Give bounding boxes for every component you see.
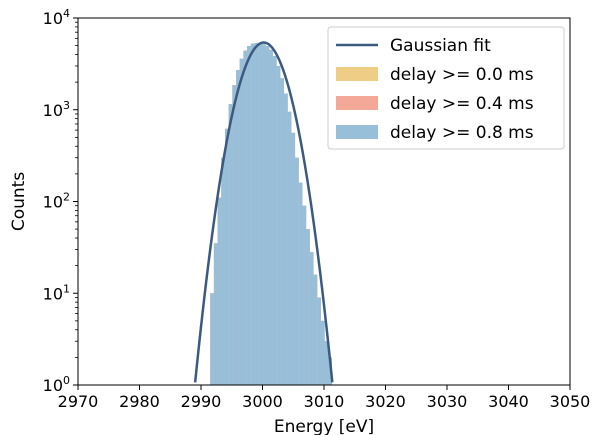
legend-label-delay-0-8: delay >= 0.8 ms <box>390 123 534 143</box>
histogram-bar <box>261 44 266 386</box>
histogram-bar <box>287 111 292 385</box>
histogram-bar <box>217 197 222 385</box>
gaussian-fit-line <box>193 41 334 383</box>
x-axis-label: Energy [eV] <box>274 417 374 435</box>
histogram-bar <box>269 49 273 385</box>
x-axis-ticks: 2970 2980 2990 3000 3010 3020 3030 3040 3050 <box>58 385 591 411</box>
x-tick-label: 3020 <box>365 392 406 411</box>
histogram-bar <box>250 43 255 386</box>
legend-swatch-delay-0-4 <box>336 96 378 110</box>
histogram-bar <box>232 85 237 386</box>
legend-swatch-delay-0-0 <box>336 67 378 81</box>
histogram-bar <box>276 65 281 385</box>
y-tick-label: 104 <box>43 7 70 28</box>
x-tick-label: 3050 <box>550 392 591 411</box>
x-tick-label: 3000 <box>242 392 283 411</box>
legend-swatch-delay-0-8 <box>336 125 378 139</box>
series-2-bars <box>210 42 332 386</box>
histogram-bar <box>317 297 321 385</box>
histogram-bar <box>265 46 270 386</box>
histogram-bars <box>210 42 332 386</box>
histogram-bar <box>320 320 325 385</box>
x-tick-label: 2990 <box>181 392 222 411</box>
histogram-bar <box>224 128 229 386</box>
histogram-bar <box>280 78 285 385</box>
y-tick-label: 102 <box>43 191 70 212</box>
histogram-bar <box>236 70 240 386</box>
legend: Gaussian fit delay >= 0.0 ms delay >= 0.… <box>327 26 565 150</box>
legend-label-delay-0-4: delay >= 0.4 ms <box>390 94 534 114</box>
histogram-bar <box>284 93 288 385</box>
histogram-bar <box>243 50 248 386</box>
legend-box <box>327 26 565 150</box>
x-tick-label: 3040 <box>488 392 529 411</box>
histogram-bar <box>272 56 277 385</box>
histogram-bar <box>302 205 307 385</box>
y-axis-ticks: 100 101 102 103 104 <box>43 7 78 395</box>
y-tick-label: 100 <box>43 374 70 395</box>
histogram-bar <box>247 46 251 386</box>
x-tick-label: 3010 <box>304 392 345 411</box>
x-tick-label: 2970 <box>58 392 99 411</box>
x-tick-label: 3030 <box>427 392 468 411</box>
plot-area <box>193 41 334 386</box>
legend-label-gaussian-fit: Gaussian fit <box>390 36 491 56</box>
histogram-bar <box>228 104 233 386</box>
histogram-bar <box>291 132 296 385</box>
histogram-bar <box>258 43 262 386</box>
histogram-bar <box>298 182 303 385</box>
histogram-bar <box>309 252 314 385</box>
y-axis-label: Counts <box>9 172 29 231</box>
y-tick-label: 103 <box>43 99 70 120</box>
histogram-bar <box>221 157 225 385</box>
histogram-bar <box>213 243 218 385</box>
y-tick-label: 101 <box>43 282 70 303</box>
x-tick-label: 2980 <box>119 392 160 411</box>
histogram-bar <box>254 42 259 386</box>
histogram-bar <box>239 58 244 386</box>
histogram-bar <box>313 274 318 385</box>
histogram-bar <box>210 293 214 385</box>
histogram-bar <box>295 157 299 385</box>
histogram-bar <box>324 341 329 385</box>
histogram-bar <box>306 229 310 385</box>
legend-label-delay-0-0: delay >= 0.0 ms <box>390 65 534 85</box>
